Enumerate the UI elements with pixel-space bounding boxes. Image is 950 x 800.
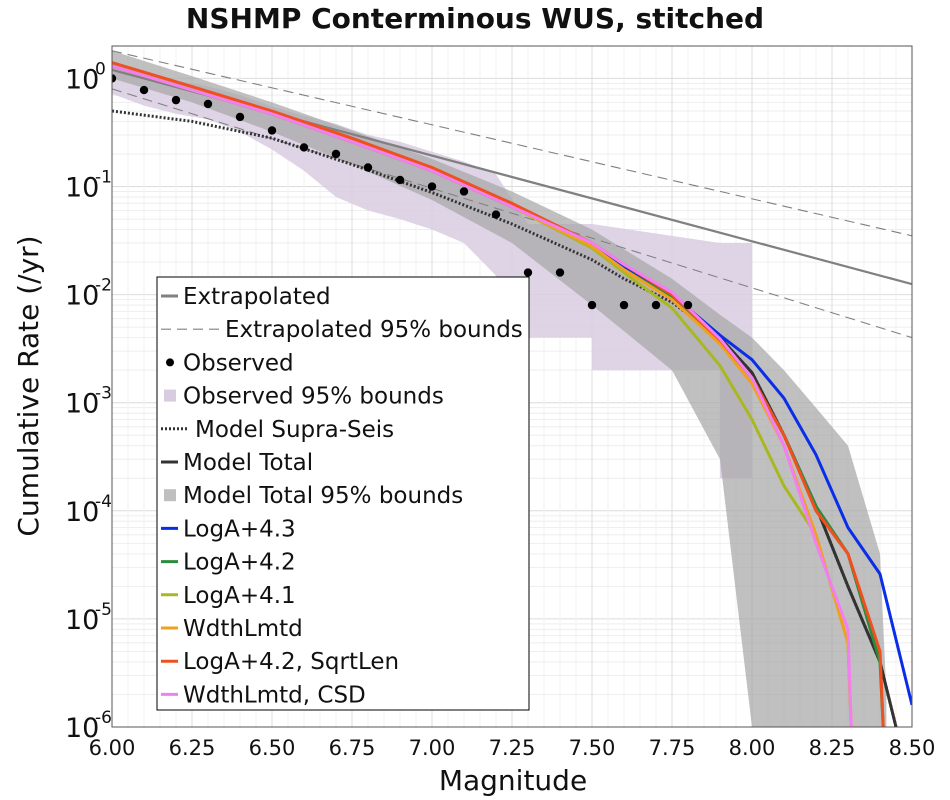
x-tick-label: 7.75 [649,736,696,760]
legend-label: WdthLmtd, CSD [183,682,366,708]
observed-point [203,99,213,109]
observed-point [139,85,149,95]
x-tick-label: 6.25 [169,736,216,760]
y-tick-base: 10 [65,605,99,636]
observed-point [363,163,373,172]
x-tick-label: 8.25 [809,736,856,760]
legend-item: Model Supra-Seis [161,417,394,443]
legend-label: Observed [183,350,294,376]
legend-item: Observed [166,350,294,376]
legend-label: Extrapolated [183,284,331,310]
y-tick-exponent: -2 [95,276,112,296]
legend-item: Extrapolated 95% bounds [161,317,523,343]
x-tick-label: 6.50 [249,736,296,760]
observed-point [651,300,661,310]
observed-point [112,74,117,83]
x-tick-label: 7.50 [569,736,616,760]
observed-point [427,182,437,191]
y-tick-exponent: -3 [95,384,112,404]
observed-point [331,149,341,159]
y-tick-base: 10 [65,173,99,204]
legend-item: Model Total [161,450,313,476]
y-tick-label: 10-6 [65,708,112,744]
y-tick-label: 100 [65,59,106,95]
y-tick-base: 10 [65,389,99,420]
observed-point [267,126,277,135]
legend-label: WdthLmtd [183,616,303,642]
x-tick-label: 7.25 [489,736,536,760]
legend-item: Model Total 95% bounds [164,483,463,509]
legend-item: LogA+4.2, SqrtLen [161,649,399,675]
legend-item: WdthLmtd [161,616,303,642]
y-tick-label: 10-1 [65,168,112,204]
y-tick-base: 10 [65,497,99,528]
legend-item: LogA+4.1 [161,583,296,609]
legend-label: Model Total 95% bounds [183,483,463,509]
model-total-bounds-band [112,50,887,727]
legend-swatch [164,489,176,502]
legend-item: LogA+4.2 [161,550,296,576]
series-line-1 [112,50,912,237]
y-tick-exponent: 0 [95,59,106,79]
observed-point [171,95,181,105]
y-tick-label: 10-3 [65,384,112,420]
x-tick-label: 6.75 [329,736,376,760]
y-tick-exponent: -6 [95,708,112,728]
observed-point [491,210,501,219]
observed-point [299,143,309,152]
chart-title: NSHMP Conterminous WUS, stitched [186,2,764,35]
legend-swatch [166,358,174,367]
legend-swatch [164,389,176,402]
x-tick-label: 8.50 [889,736,936,760]
y-tick-label: 10-5 [65,600,112,636]
x-axis-label: Magnitude [439,764,587,797]
legend-label: Extrapolated 95% bounds [225,317,523,343]
legend-label: LogA+4.2 [183,550,296,576]
observed-point [555,268,565,277]
x-tick-label: 7.00 [409,736,456,760]
y-tick-label: 10-2 [65,276,112,312]
plot-content [112,50,912,727]
legend-item: Observed 95% bounds [164,384,444,410]
x-tick-label: 6.00 [89,736,136,760]
series-line-2 [112,88,912,339]
legend-label: LogA+4.2, SqrtLen [183,649,399,675]
y-tick-exponent: -1 [95,168,112,188]
legend-box [156,276,530,711]
observed-point [683,300,693,310]
legend-item: WdthLmtd, CSD [161,682,366,708]
y-tick-base: 10 [65,64,99,95]
legend-item: LogA+4.3 [161,516,296,542]
y-tick-exponent: -5 [95,600,112,620]
observed-point [395,175,405,185]
plot-area: 6.00 6.25 6.50 6.75 7.00 7.25 7.50 7.75 8.00 8.25… [65,45,936,760]
legend-label: Model Supra-Seis [195,417,394,443]
y-axis-label: Cumulative Rate (/yr) [12,235,45,536]
legend-label: LogA+4.1 [183,583,296,609]
observed-point [619,300,629,310]
legend: Extrapolated Extrapolated 95% bounds Obser… [156,276,530,711]
y-tick-base: 10 [65,281,99,312]
x-tick-labels: 6.00 6.25 6.50 6.75 7.00 7.25 7.50 7.75 8.00 8.25… [89,736,936,760]
y-tick-base: 10 [65,713,99,744]
observed-point [235,112,245,122]
observed-point [523,268,533,277]
legend-label: Model Total [183,450,313,476]
x-tick-label: 8.00 [729,736,776,760]
y-tick-exponent: -4 [95,492,112,512]
legend-item: Extrapolated [161,284,331,310]
series-line-10 [112,64,853,727]
observed-point [459,187,469,196]
observed-point [587,300,597,310]
y-tick-label: 10-4 [65,492,112,528]
legend-label: Observed 95% bounds [183,384,444,410]
legend-label: LogA+4.3 [183,516,296,542]
plot-frame [111,45,913,728]
